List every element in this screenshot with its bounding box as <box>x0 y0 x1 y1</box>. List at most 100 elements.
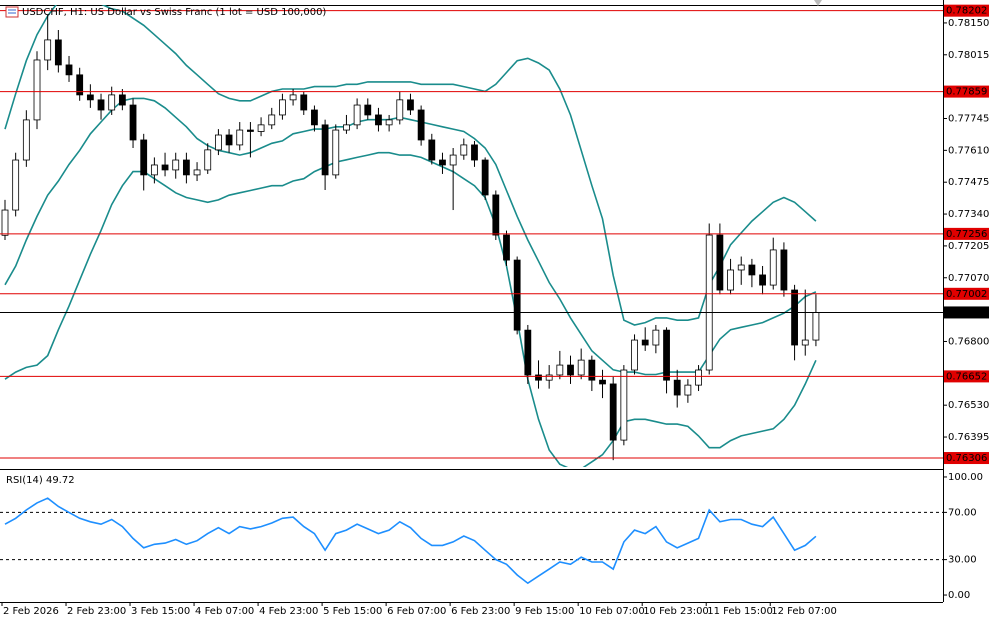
candle-body <box>471 144 478 161</box>
candle-body <box>812 312 820 341</box>
chart-title: USDCHF, H1: US Dollar vs Swiss Franc (1 … <box>22 7 326 18</box>
candle-body <box>727 269 734 291</box>
y-tick-label: 0.76395 <box>948 432 989 443</box>
level-label: 0.77002 <box>946 289 987 300</box>
candle-body <box>129 104 137 141</box>
x-tick-label: 12 Feb 07:00 <box>771 606 837 617</box>
level-box <box>944 227 989 240</box>
candle-body <box>801 339 809 346</box>
candle-body <box>663 329 670 381</box>
candle-body <box>204 149 212 171</box>
candle-body <box>556 364 564 376</box>
candle-body <box>279 99 286 116</box>
x-tick-label: 6 Feb 07:00 <box>387 606 446 617</box>
candle-body <box>182 159 190 176</box>
band-line <box>4 5 817 326</box>
y-tick-label: 0.77070 <box>948 273 989 284</box>
candle-body <box>268 114 276 126</box>
candle-body <box>289 94 297 101</box>
candle-body <box>673 379 681 396</box>
x-tick-label: 2 Feb 23:00 <box>67 606 126 617</box>
level-box <box>944 287 989 300</box>
y-tick-label: 0.77340 <box>948 209 989 220</box>
candle-body <box>769 249 777 286</box>
candle-body <box>321 124 329 176</box>
candle-body <box>492 194 500 236</box>
y-tick-label: 0.77205 <box>948 241 989 252</box>
candle-body <box>12 159 20 211</box>
band-line <box>4 151 817 467</box>
candle-body <box>407 99 414 111</box>
symbol-icon <box>5 6 19 18</box>
candle-body <box>311 109 318 126</box>
x-tick-label: 9 Feb 15:00 <box>515 606 574 617</box>
x-tick-label: 4 Feb 07:00 <box>195 606 254 617</box>
candle-body <box>620 369 628 441</box>
x-tick-label: 11 Feb 15:00 <box>707 606 773 617</box>
x-tick-label: 4 Feb 23:00 <box>259 606 318 617</box>
candle-body <box>417 109 425 141</box>
candle-body <box>225 134 233 146</box>
y-tick-label: 0.77745 <box>948 113 989 124</box>
current-price-box <box>944 306 989 319</box>
candle-body <box>545 374 553 381</box>
candle-body <box>44 39 52 61</box>
x-tick-label: 5 Feb 15:00 <box>323 606 382 617</box>
candle-body <box>300 94 308 111</box>
level-box <box>944 452 989 465</box>
candle-body <box>439 159 446 166</box>
level-label: 0.78202 <box>946 6 987 17</box>
y-tick-label: 0.78015 <box>948 50 989 61</box>
candle-body <box>460 144 468 156</box>
level-box <box>944 370 989 383</box>
candle-body <box>118 94 126 106</box>
y-tick-label: 0.76800 <box>948 336 989 347</box>
candle-body <box>54 39 62 66</box>
candle-body <box>332 129 340 176</box>
candle-body <box>535 374 542 381</box>
candle-body <box>759 274 766 286</box>
candle-body <box>22 119 30 161</box>
candle-body <box>428 139 436 161</box>
candle-body <box>641 339 649 346</box>
candle-body <box>65 64 73 76</box>
candle-body <box>364 104 372 116</box>
candle-body <box>577 359 585 376</box>
candle-body <box>193 169 201 176</box>
candle-body <box>247 129 254 132</box>
candle-body <box>150 164 158 176</box>
candle-body <box>780 249 788 291</box>
candle-body <box>695 369 702 386</box>
candle-body <box>684 384 692 396</box>
x-tick-label: 10 Feb 23:00 <box>643 606 709 617</box>
candle-body <box>652 329 660 346</box>
candle-body <box>748 264 756 276</box>
rsi-pane <box>0 497 943 585</box>
y-tick-label: 0.78150 <box>948 18 989 29</box>
candle-body <box>737 264 745 271</box>
candle-body <box>481 159 489 196</box>
current-price-label: 0.76923 <box>946 307 987 318</box>
band-line <box>4 97 817 376</box>
candle-body <box>257 124 265 132</box>
candle-body <box>791 289 798 346</box>
candle-body <box>353 104 361 126</box>
candle-body <box>513 259 521 331</box>
candle-body <box>567 364 574 376</box>
candle-body <box>1 209 9 236</box>
candle-body <box>140 139 148 176</box>
candle-body <box>599 379 606 385</box>
level-box <box>944 85 989 98</box>
rsi-line <box>4 497 817 585</box>
candle-body <box>86 94 94 101</box>
candle-body <box>97 99 105 111</box>
candle-body <box>705 234 713 371</box>
y-tick-label: 0.77610 <box>948 145 989 156</box>
price-pane <box>0 5 943 467</box>
y-tick-label: 30.00 <box>948 555 977 566</box>
candle-body <box>76 74 84 96</box>
candle-body <box>172 159 180 171</box>
x-tick-label: 3 Feb 15:00 <box>131 606 190 617</box>
